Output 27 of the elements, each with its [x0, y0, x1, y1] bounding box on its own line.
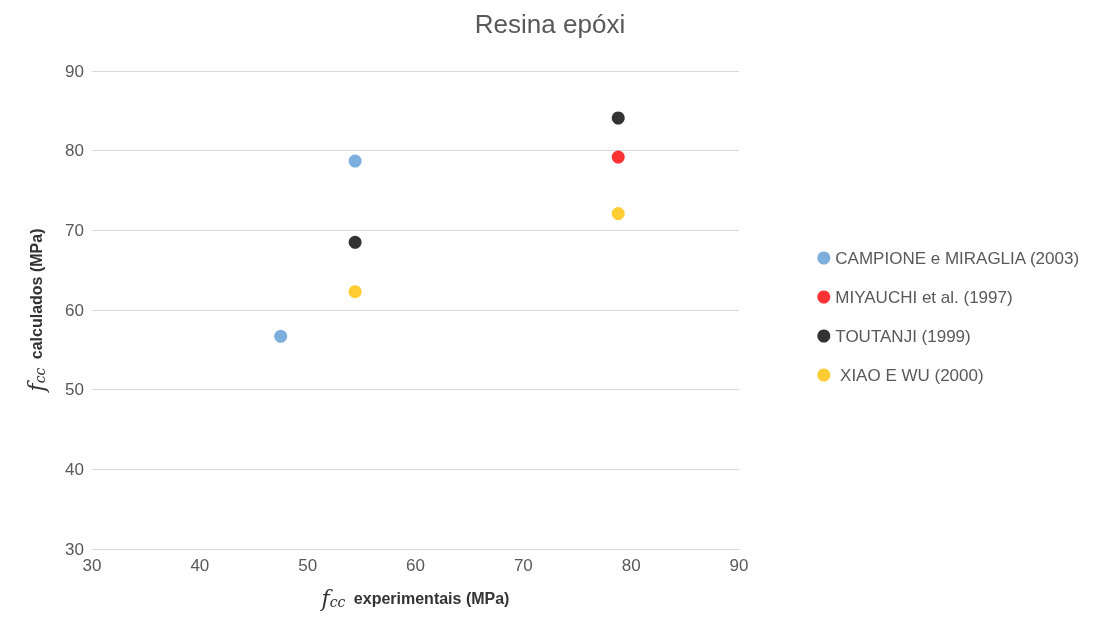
- point: [348, 154, 362, 168]
- legend-label: MIYAUCHI et al. (1997): [835, 287, 1013, 307]
- y-tick-label: 80: [65, 141, 84, 161]
- x-tick-label: 50: [298, 556, 318, 575]
- x-tick-label: 60: [406, 556, 425, 575]
- point: [611, 207, 625, 221]
- legend-label: TOUTANJI (1999): [835, 326, 971, 346]
- legend-label: CAMPIONE e MIRAGLIA (2003): [835, 248, 1080, 268]
- point: [274, 329, 288, 343]
- x-tick-label: 30: [82, 556, 102, 575]
- x-tick-label: 80: [621, 556, 641, 575]
- x-tick-label: 70: [513, 556, 533, 575]
- point: [611, 150, 625, 164]
- point: [348, 235, 362, 249]
- legend-label: XIAO E WU (2000): [835, 365, 984, 385]
- x-axis-title: fcc experimentais (MPa): [319, 585, 510, 611]
- y-tick-label: 60: [65, 300, 84, 320]
- x-tick-label: 90: [729, 556, 749, 575]
- point: [611, 111, 625, 125]
- x-tick-label: 40: [190, 556, 210, 575]
- point: [348, 285, 362, 299]
- y-tick-label: 70: [65, 220, 84, 240]
- y-tick-label: 30: [65, 539, 84, 559]
- y-tick-label: 50: [65, 380, 84, 400]
- y-tick-label: 90: [65, 61, 84, 81]
- y-tick-label: 40: [65, 459, 84, 479]
- chart-title: Resina epóxi: [474, 9, 626, 39]
